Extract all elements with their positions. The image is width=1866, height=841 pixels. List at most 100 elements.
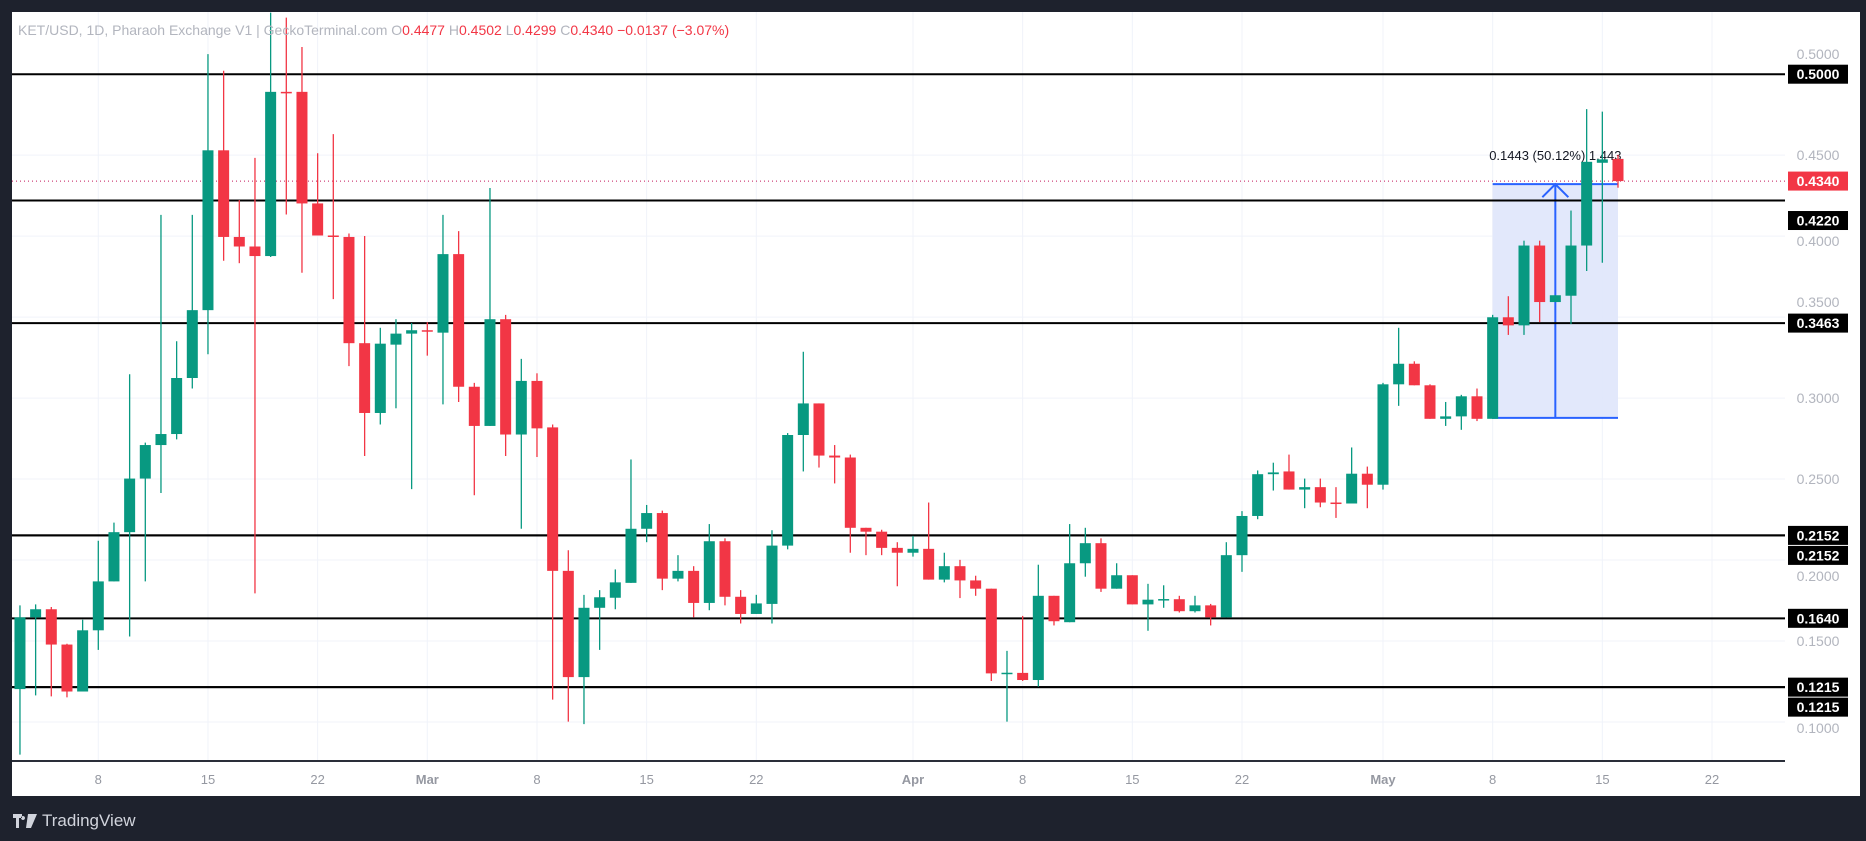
candle[interactable] [124, 374, 136, 637]
candle[interactable] [813, 403, 825, 468]
candle[interactable] [1126, 575, 1138, 605]
candle[interactable] [1565, 210, 1577, 325]
candle[interactable] [390, 319, 402, 409]
candle[interactable] [1095, 538, 1107, 592]
candle[interactable] [1502, 296, 1514, 335]
candle[interactable] [327, 134, 339, 300]
candle[interactable] [1283, 454, 1295, 490]
candle[interactable] [641, 504, 653, 543]
candle[interactable] [249, 157, 261, 594]
candle[interactable] [923, 502, 935, 580]
candle[interactable] [766, 530, 778, 624]
candle[interactable] [218, 70, 230, 261]
candle[interactable] [938, 552, 950, 583]
candle[interactable] [186, 214, 198, 389]
candle[interactable] [844, 454, 856, 553]
candle[interactable] [985, 588, 997, 681]
candle[interactable] [1079, 527, 1091, 577]
candle[interactable] [1205, 603, 1217, 626]
candle[interactable] [656, 510, 668, 591]
candle[interactable] [1377, 382, 1389, 490]
price-axis[interactable] [1785, 12, 1860, 761]
candle[interactable] [171, 341, 183, 440]
candle[interactable] [453, 231, 465, 402]
candle[interactable] [688, 566, 700, 618]
candle[interactable] [625, 459, 637, 583]
candle[interactable] [30, 604, 42, 696]
candle[interactable] [1534, 240, 1546, 323]
candle[interactable] [437, 214, 449, 405]
candle[interactable] [45, 606, 57, 697]
candle[interactable] [1173, 595, 1185, 613]
candle[interactable] [343, 233, 355, 367]
candle[interactable] [421, 322, 433, 356]
candle[interactable] [1267, 462, 1279, 491]
candle[interactable] [578, 594, 590, 725]
tradingview-logo[interactable]: TradingView [13, 811, 136, 831]
candle[interactable] [1220, 542, 1232, 618]
candle[interactable] [77, 619, 89, 692]
candle[interactable] [202, 54, 214, 355]
candle[interactable] [312, 153, 324, 236]
candle[interactable] [1017, 615, 1029, 681]
candle[interactable] [280, 17, 292, 215]
candle[interactable] [907, 535, 919, 557]
candle[interactable] [782, 433, 794, 550]
candle[interactable] [719, 538, 731, 606]
candle[interactable] [829, 445, 841, 484]
candle[interactable] [1032, 564, 1044, 687]
candle[interactable] [750, 594, 762, 614]
candle[interactable] [562, 550, 574, 722]
candle[interactable] [1252, 470, 1264, 520]
candle[interactable] [672, 555, 684, 582]
candle[interactable] [1236, 511, 1248, 572]
candle[interactable] [876, 529, 888, 556]
candle[interactable] [1549, 295, 1561, 303]
candle[interactable] [1393, 327, 1405, 406]
candle[interactable] [1440, 401, 1452, 426]
candle[interactable] [1518, 240, 1530, 335]
candle[interactable] [296, 46, 308, 273]
candle[interactable] [1064, 524, 1076, 623]
candle[interactable] [1111, 563, 1123, 589]
candle[interactable] [406, 323, 418, 490]
candle[interactable] [468, 382, 480, 496]
candle[interactable] [1314, 478, 1326, 508]
candle[interactable] [1487, 314, 1499, 419]
candle[interactable] [61, 643, 73, 698]
candle[interactable] [139, 442, 151, 582]
candle[interactable] [92, 540, 104, 650]
candle[interactable] [954, 559, 966, 599]
candle[interactable] [1048, 595, 1060, 626]
candle[interactable] [609, 569, 621, 610]
candle[interactable] [484, 188, 496, 426]
candle[interactable] [1189, 595, 1201, 613]
candle[interactable] [970, 575, 982, 596]
candle[interactable] [14, 605, 26, 755]
candle[interactable] [1361, 466, 1373, 509]
candle[interactable] [265, 12, 277, 258]
candle[interactable] [797, 351, 809, 472]
candle[interactable] [594, 590, 606, 650]
candle[interactable] [547, 424, 559, 700]
candle[interactable] [500, 314, 512, 457]
candle[interactable] [1581, 109, 1593, 271]
candle[interactable] [359, 235, 371, 457]
candle[interactable] [531, 373, 543, 458]
candle[interactable] [1346, 447, 1358, 504]
candle[interactable] [860, 527, 872, 556]
candle[interactable] [1142, 583, 1154, 631]
candle[interactable] [1001, 650, 1013, 722]
candle[interactable] [1299, 478, 1311, 509]
candle[interactable] [1471, 388, 1483, 422]
candle[interactable] [374, 327, 386, 425]
candle[interactable] [1455, 394, 1467, 430]
candle[interactable] [703, 524, 715, 611]
candle[interactable] [515, 358, 527, 529]
candle[interactable] [1596, 111, 1608, 263]
candle[interactable] [155, 214, 167, 493]
candle[interactable] [233, 200, 245, 264]
candle[interactable] [1330, 487, 1342, 518]
candle[interactable] [891, 542, 903, 587]
